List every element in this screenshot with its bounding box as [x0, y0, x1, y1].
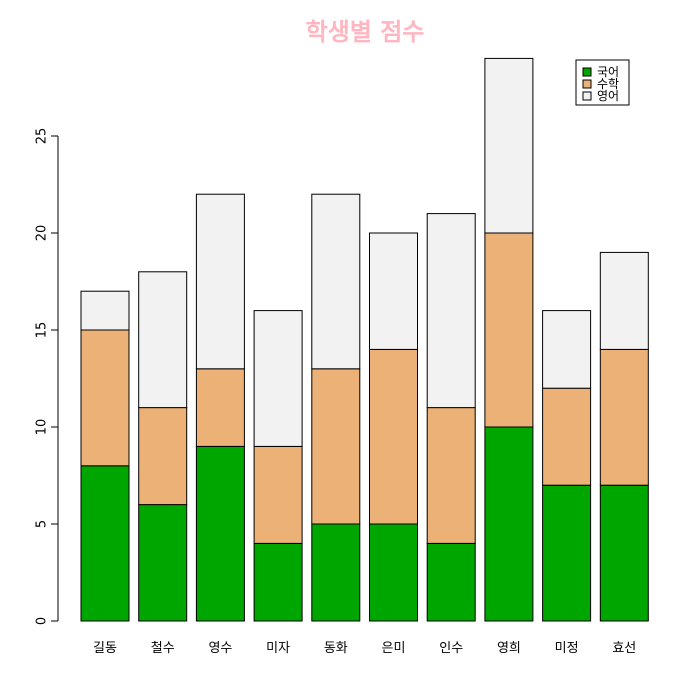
chart-title: 학생별 점수: [306, 18, 425, 46]
x-tick-label: 미정: [555, 641, 579, 656]
x-tick-label: 철수: [151, 641, 175, 656]
y-tick-label: 15: [35, 322, 50, 339]
x-tick-label: 은미: [382, 641, 406, 656]
bar-segment-영수-국어: [195, 445, 245, 622]
legend-swatch-수학: [582, 79, 592, 89]
bar-segment-영수-수학: [195, 368, 245, 447]
bar-segment-철수-영어: [138, 271, 188, 409]
bar-segment-미자-수학: [253, 445, 303, 544]
bar-segment-철수-국어: [138, 504, 188, 622]
x-axis-labels: 길동 철수 영수 미자 동화 은미 인수 영희 미정 효선: [93, 641, 636, 656]
legend-label-국어: 국어: [597, 65, 619, 79]
bar-segment-동화-영어: [311, 193, 361, 370]
bar-segment-길동-영어: [80, 290, 130, 331]
bar-segment-미정-국어: [542, 484, 592, 622]
bar-segment-영수-영어: [195, 193, 245, 370]
bar-segment-미정-수학: [542, 387, 592, 486]
bar-segment-철수-수학: [138, 407, 188, 506]
bar-segment-길동-수학: [80, 329, 130, 467]
bar-segment-은미-수학: [369, 348, 418, 525]
bar-segment-은미-영어: [369, 232, 418, 350]
bar-segment-인수-영어: [426, 213, 476, 409]
x-tick-label: 영희: [497, 641, 521, 656]
bar-segment-동화-국어: [311, 523, 361, 622]
y-tick-label: 5: [35, 520, 50, 528]
legend-label-영어: 영어: [597, 89, 619, 103]
bar-segment-미정-영어: [542, 310, 592, 389]
bar-segment-인수-국어: [426, 542, 476, 622]
bar-segment-영희-국어: [484, 426, 534, 622]
y-tick-label: 0: [35, 617, 50, 625]
bar-segment-미자-국어: [253, 542, 303, 622]
legend-swatch-국어: [582, 67, 592, 77]
bar-segment-은미-국어: [369, 523, 418, 622]
bar-segment-영희-영어: [484, 57, 534, 234]
bars: [80, 57, 649, 622]
bar-segment-인수-수학: [426, 407, 476, 544]
bar-segment-효선-수학: [599, 348, 649, 486]
y-tick-label: 10: [35, 419, 50, 436]
x-tick-label: 인수: [439, 641, 463, 656]
x-tick-label: 효선: [612, 641, 636, 656]
bar-segment-영희-수학: [484, 232, 534, 428]
x-tick-label: 미자: [266, 641, 290, 656]
bar-segment-동화-수학: [311, 368, 361, 525]
bar-segment-길동-국어: [80, 465, 130, 622]
legend-swatch-영어: [582, 91, 592, 101]
legend-label-수학: 수학: [597, 77, 619, 91]
bar-segment-효선-국어: [599, 484, 649, 622]
y-tick-label: 20: [35, 225, 50, 242]
x-tick-label: 길동: [93, 641, 117, 656]
x-tick-label: 동화: [324, 641, 348, 656]
y-axis: 0 5 10 15 20 25: [35, 128, 59, 625]
bar-segment-미자-영어: [253, 310, 303, 447]
x-tick-label: 영수: [208, 641, 232, 656]
bar-segment-효선-영어: [599, 251, 649, 350]
y-tick-label: 25: [35, 128, 50, 145]
